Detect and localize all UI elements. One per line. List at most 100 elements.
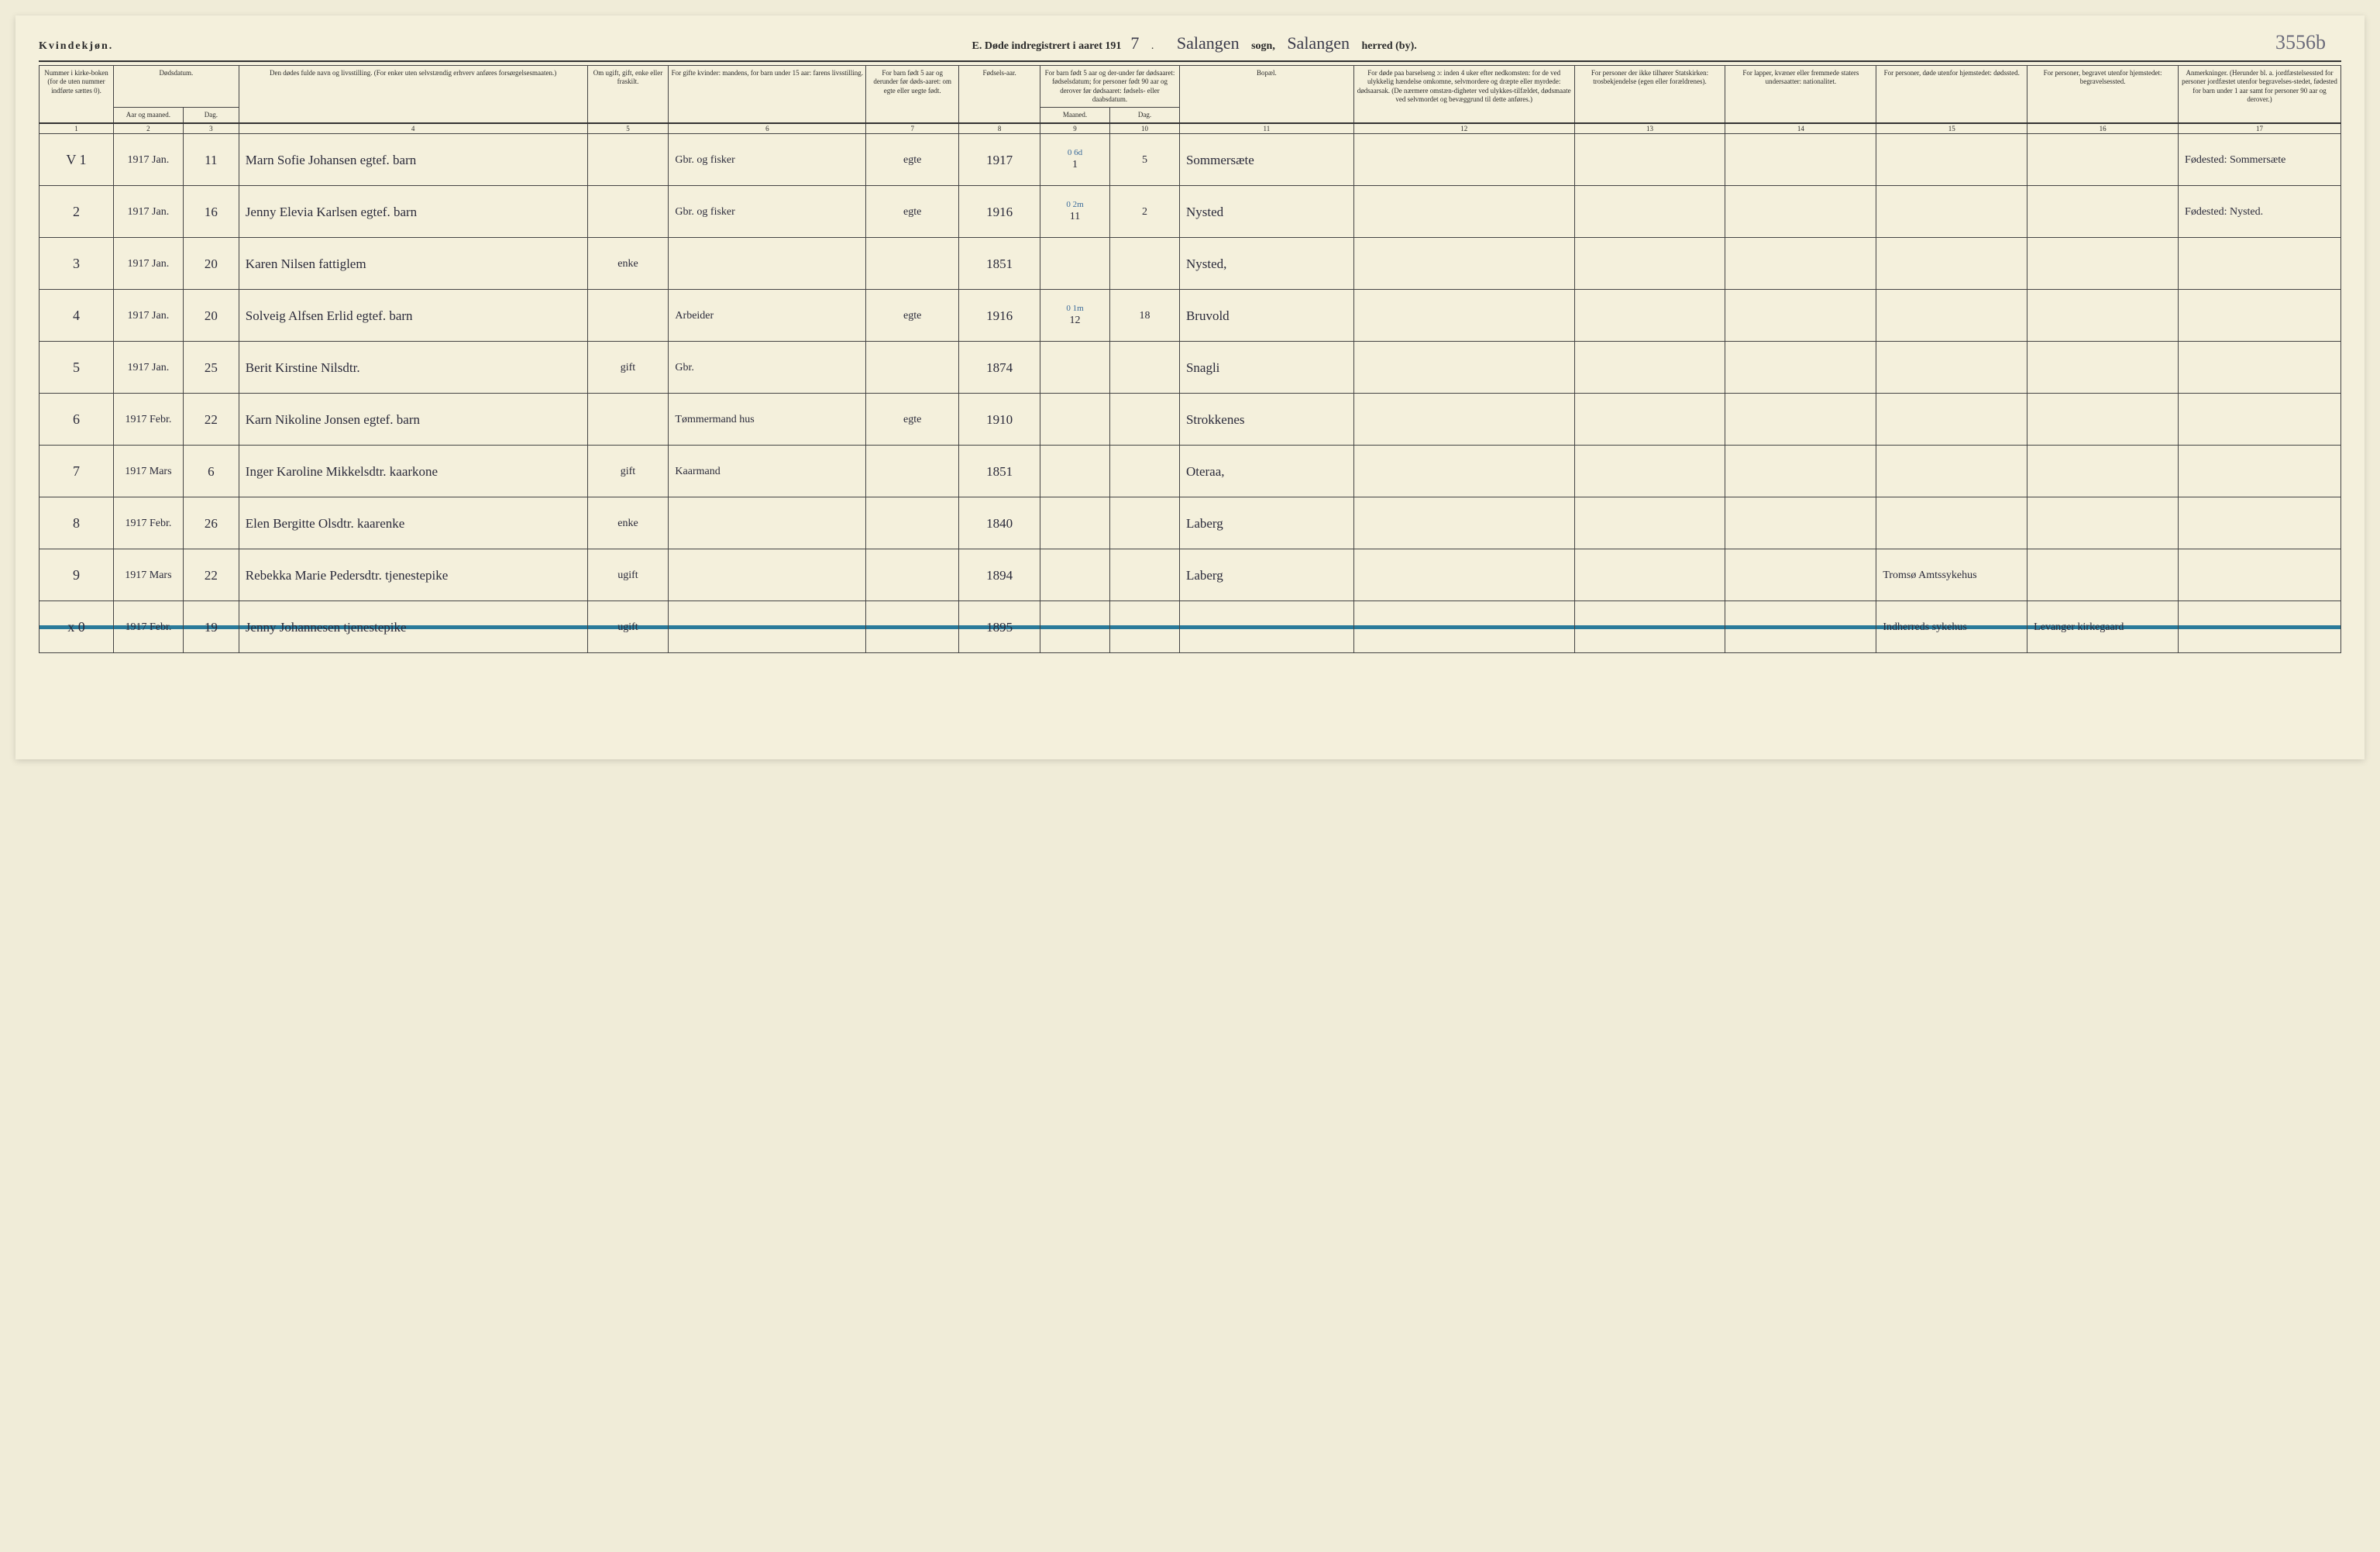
death-day: 11 (183, 134, 239, 186)
marital-status (587, 290, 669, 342)
birth-day (1110, 601, 1180, 653)
nationality (1725, 446, 1876, 497)
father-husband-occupation: Gbr. og fisker (669, 186, 866, 238)
father-husband-occupation: Arbeider (669, 290, 866, 342)
father-husband-occupation: Tømmermand hus (669, 394, 866, 446)
col-header: For personer, døde utenfor hjemstedet: d… (1876, 66, 2027, 124)
marital-status: enke (587, 497, 669, 549)
legitimacy: egte (866, 134, 959, 186)
death-day: 20 (183, 290, 239, 342)
birth-month (1040, 342, 1110, 394)
col-header: Anmerkninger. (Herunder bl. a. jordfæste… (2179, 66, 2341, 124)
col-header: Den dødes fulde navn og livsstilling. (F… (239, 66, 587, 124)
cause-of-death (1353, 290, 1574, 342)
burial-place (2027, 446, 2179, 497)
page-header: Kvindekjøn. E. Døde indregistrert i aare… (39, 31, 2341, 62)
nationality (1725, 290, 1876, 342)
birth-year: 1910 (959, 394, 1040, 446)
col-subheader: Aar og maaned. (113, 108, 183, 124)
death-place: Indherreds sykehus (1876, 601, 2027, 653)
death-year-month: 1917 Mars (113, 549, 183, 601)
birth-month (1040, 497, 1110, 549)
legitimacy (866, 497, 959, 549)
legitimacy (866, 238, 959, 290)
remarks: Fødested: Nysted. (2179, 186, 2341, 238)
burial-place (2027, 134, 2179, 186)
burial-place (2027, 549, 2179, 601)
table-row: 71917 Mars6Inger Karoline Mikkelsdtr. ka… (40, 446, 2341, 497)
marital-status (587, 134, 669, 186)
marital-status: enke (587, 238, 669, 290)
death-day: 20 (183, 238, 239, 290)
name-occupation: Jenny Elevia Karlsen egtef. barn (239, 186, 587, 238)
row-number: 4 (40, 290, 114, 342)
confession (1574, 342, 1725, 394)
name-occupation: Jenny Johannesen tjenestepike (239, 601, 587, 653)
death-year-month: 1917 Jan. (113, 134, 183, 186)
remarks: Fødested: Sommersæte (2179, 134, 2341, 186)
birth-year: 1894 (959, 549, 1040, 601)
row-number: 2 (40, 186, 114, 238)
table-row: 21917 Jan.16Jenny Elevia Karlsen egtef. … (40, 186, 2341, 238)
residence: Laberg (1179, 549, 1353, 601)
colnum: 8 (959, 123, 1040, 134)
birth-month: 0 2m11 (1040, 186, 1110, 238)
death-year-month: 1917 Febr. (113, 601, 183, 653)
row-number: V 1 (40, 134, 114, 186)
column-numbers-row: 1 2 3 4 5 6 7 8 9 10 11 12 13 14 15 16 1… (40, 123, 2341, 134)
birth-year: 1916 (959, 290, 1040, 342)
remarks (2179, 394, 2341, 446)
title-block: E. Døde indregistrert i aaret 1917 . Sal… (129, 33, 2260, 53)
residence: Snagli (1179, 342, 1353, 394)
legitimacy (866, 446, 959, 497)
death-day: 22 (183, 394, 239, 446)
row-number: x 0 (40, 601, 114, 653)
birth-day (1110, 497, 1180, 549)
col-subheader: Dag. (183, 108, 239, 124)
legitimacy (866, 342, 959, 394)
ledger-table: Nummer i kirke-boken (for de uten nummer… (39, 65, 2341, 653)
sogn-value: Salangen (1168, 33, 1249, 53)
nationality (1725, 134, 1876, 186)
colnum: 4 (239, 123, 587, 134)
table-row: V 11917 Jan.11Marn Sofie Johansen egtef.… (40, 134, 2341, 186)
page-number: 3556b (2275, 31, 2341, 54)
death-place: Tromsø Amtssykehus (1876, 549, 2027, 601)
marital-status: ugift (587, 601, 669, 653)
col-header: For gifte kvinder: mandens, for barn und… (669, 66, 866, 124)
row-number: 5 (40, 342, 114, 394)
death-year-month: 1917 Jan. (113, 238, 183, 290)
legitimacy: egte (866, 394, 959, 446)
death-place (1876, 134, 2027, 186)
title-prefix: E. Døde indregistrert i aaret 191 (972, 40, 1122, 52)
remarks (2179, 549, 2341, 601)
col-header: Fødsels-aar. (959, 66, 1040, 124)
table-row: 51917 Jan.25Berit Kirstine Nilsdtr.giftG… (40, 342, 2341, 394)
nationality (1725, 342, 1876, 394)
nationality (1725, 601, 1876, 653)
remarks (2179, 446, 2341, 497)
confession (1574, 394, 1725, 446)
cause-of-death (1353, 342, 1574, 394)
row-number: 3 (40, 238, 114, 290)
marital-status (587, 394, 669, 446)
remarks (2179, 238, 2341, 290)
burial-place (2027, 497, 2179, 549)
row-number: 7 (40, 446, 114, 497)
confession (1574, 497, 1725, 549)
birth-year: 1874 (959, 342, 1040, 394)
colnum: 7 (866, 123, 959, 134)
nationality (1725, 186, 1876, 238)
herred-value: Salangen (1278, 33, 1359, 53)
birth-day: 5 (1110, 134, 1180, 186)
colnum: 10 (1110, 123, 1180, 134)
colnum: 12 (1353, 123, 1574, 134)
row-number: 8 (40, 497, 114, 549)
colnum: 9 (1040, 123, 1110, 134)
father-husband-occupation: Gbr. (669, 342, 866, 394)
table-row: 91917 Mars22Rebekka Marie Pedersdtr. tje… (40, 549, 2341, 601)
marital-status: gift (587, 342, 669, 394)
death-day: 26 (183, 497, 239, 549)
name-occupation: Solveig Alfsen Erlid egtef. barn (239, 290, 587, 342)
sogn-label: sogn, (1251, 40, 1275, 52)
